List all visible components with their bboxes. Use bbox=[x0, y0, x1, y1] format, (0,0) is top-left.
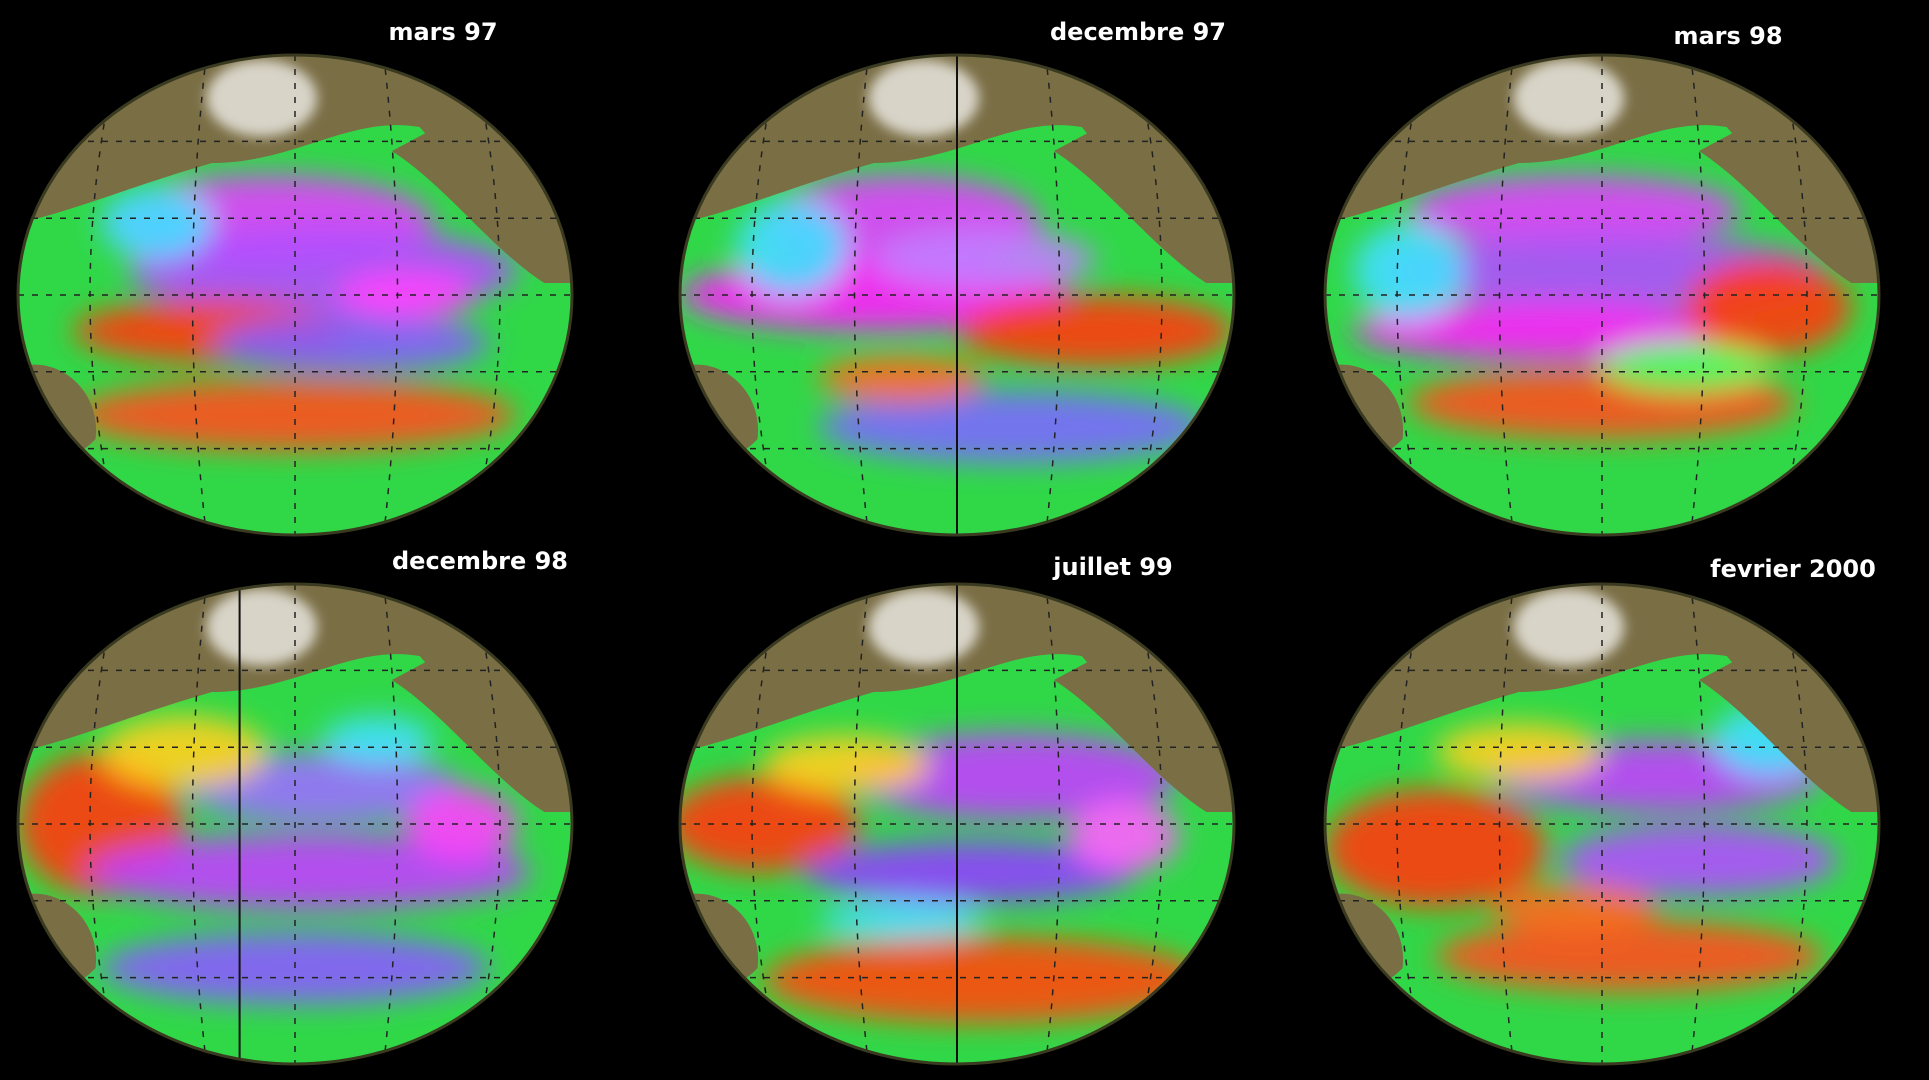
globe bbox=[680, 584, 1234, 1064]
anomaly-blob bbox=[1435, 920, 1824, 992]
meridian bbox=[1044, 55, 1061, 535]
anomaly-blob bbox=[818, 355, 985, 403]
anomaly-blob bbox=[87, 833, 531, 911]
sea-ice bbox=[868, 588, 980, 666]
panel-label: mars 97 bbox=[388, 18, 497, 46]
ocean-anomaly bbox=[680, 732, 1207, 1024]
meridian bbox=[1498, 55, 1515, 535]
meridian bbox=[1689, 55, 1706, 535]
globe-rim bbox=[1323, 53, 1881, 537]
anomaly-blob bbox=[1491, 884, 1658, 932]
sea-ice bbox=[1513, 59, 1625, 137]
meridian bbox=[1778, 55, 1808, 535]
anomaly-blob bbox=[73, 379, 517, 451]
anomaly-blob bbox=[818, 900, 985, 940]
sea-ice bbox=[206, 588, 318, 666]
meridian bbox=[382, 584, 399, 1064]
meridian bbox=[853, 584, 870, 1064]
globe-rim bbox=[16, 53, 574, 537]
anomaly-blob bbox=[818, 391, 1207, 463]
anomaly-blob bbox=[1325, 788, 1547, 908]
anomaly-blob bbox=[101, 716, 268, 788]
ocean-anomaly bbox=[680, 175, 1234, 463]
anomaly-blob bbox=[763, 735, 930, 793]
panel-label: decembre 98 bbox=[392, 547, 568, 575]
sea-ice bbox=[206, 59, 318, 137]
sea-ice bbox=[868, 59, 980, 137]
anomaly-blob bbox=[1685, 259, 1852, 355]
meridian bbox=[191, 55, 208, 535]
meridian bbox=[471, 584, 501, 1064]
anomaly-blob bbox=[1352, 223, 1464, 319]
anomaly-blob bbox=[763, 936, 1207, 1024]
meridian bbox=[1044, 584, 1061, 1064]
anomaly-blob bbox=[804, 840, 1138, 904]
globe bbox=[680, 55, 1234, 535]
anomaly-blob bbox=[336, 271, 476, 319]
globe-rim bbox=[678, 582, 1236, 1066]
globe bbox=[18, 55, 572, 535]
anomaly-blob bbox=[873, 230, 1096, 288]
panel-label: juillet 99 bbox=[1052, 553, 1173, 581]
anomaly-blob bbox=[1352, 302, 1741, 360]
meridian bbox=[382, 55, 399, 535]
meridian bbox=[191, 584, 208, 1064]
anomaly-blob bbox=[846, 732, 1179, 820]
globe-rim bbox=[678, 53, 1236, 537]
anomaly-blob bbox=[1408, 175, 1741, 247]
anomaly-blob bbox=[1067, 800, 1179, 872]
panel-label: mars 98 bbox=[1673, 22, 1782, 50]
ocean-anomaly bbox=[73, 175, 517, 451]
globe bbox=[1325, 584, 1879, 1064]
meridian bbox=[1778, 584, 1808, 1064]
meridian bbox=[1133, 584, 1163, 1064]
anomaly-blob bbox=[735, 199, 847, 295]
panel-label: fevrier 2000 bbox=[1710, 555, 1876, 583]
meridian bbox=[1133, 55, 1163, 535]
anomaly-blob bbox=[322, 716, 434, 764]
globe bbox=[18, 584, 572, 1064]
globe bbox=[1325, 55, 1879, 535]
panel-label: decembre 97 bbox=[1050, 18, 1226, 46]
anomaly-blob bbox=[405, 788, 517, 860]
meridian bbox=[1498, 584, 1515, 1064]
anomaly-blob bbox=[1560, 824, 1838, 896]
anomaly-blob bbox=[101, 187, 212, 259]
ocean-anomaly bbox=[18, 716, 531, 1004]
anomaly-blob bbox=[211, 314, 489, 372]
sea-ice bbox=[1513, 588, 1625, 666]
anomaly-blob bbox=[957, 295, 1234, 367]
globe-rim bbox=[1323, 582, 1881, 1066]
globe-rim bbox=[16, 582, 574, 1066]
meridian bbox=[1689, 584, 1706, 1064]
meridian bbox=[853, 55, 870, 535]
anomaly-blob bbox=[680, 776, 861, 872]
anomaly-blob bbox=[1435, 723, 1602, 781]
meridian bbox=[471, 55, 501, 535]
anomaly-blob bbox=[1602, 343, 1769, 391]
